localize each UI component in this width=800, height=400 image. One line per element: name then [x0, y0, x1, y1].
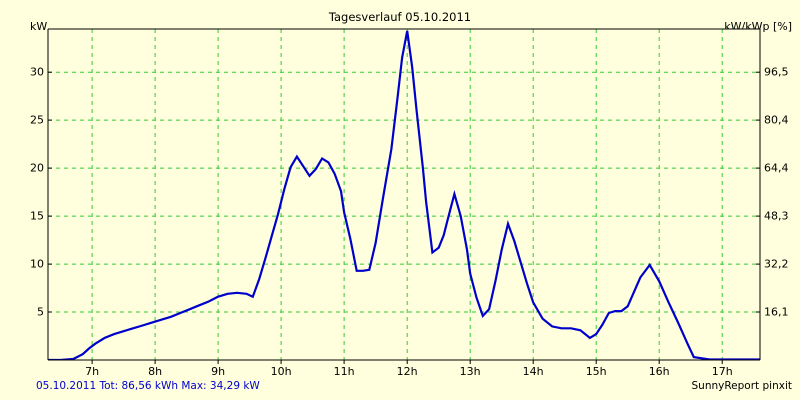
- y-axis-left-tick-label: 30: [30, 65, 44, 79]
- y-axis-label-right: kW/kWp [%]: [724, 20, 792, 33]
- y-axis-left: 5 10 15 20 25 30: [0, 0, 48, 400]
- y-axis-right-tick-label: 48,3: [764, 209, 789, 223]
- y-axis-right-tick-label: 32,2: [764, 257, 789, 271]
- x-axis-tick-label: 13h: [459, 365, 481, 378]
- x-axis-tick-label: 11h: [333, 365, 355, 378]
- x-axis-tick-label: 17h: [711, 365, 733, 378]
- y-axis-right-tick-label: 16,1: [764, 305, 789, 319]
- y-axis-left-tick-label: 25: [30, 113, 44, 127]
- footer-attribution: SunnyReport pinxit: [691, 379, 792, 392]
- chart-title: Tagesverlauf 05.10.2011: [328, 10, 472, 24]
- tick-marks: [48, 71, 760, 364]
- plot-frame: [47, 28, 761, 361]
- y-axis-left-tick-label: 5: [37, 305, 44, 319]
- y-axis-left-tick-label: 10: [30, 257, 44, 271]
- x-axis-tick-label: 12h: [396, 365, 418, 378]
- x-axis-tick-label: 15h: [585, 365, 607, 378]
- y-axis-right-tick-label: 64,4: [764, 161, 789, 175]
- x-axis: 7h 8h 9h 10h 11h 12h 13h 14h 15h 16h 17h: [0, 361, 800, 381]
- plot-background: [48, 29, 760, 360]
- y-axis-right: 16,1 32,2 48,3 64,4 80,4 96,5: [760, 0, 800, 400]
- grid-lines: [48, 29, 760, 360]
- x-axis-tick-label: 16h: [648, 365, 670, 378]
- x-axis-tick-label: 7h: [85, 365, 100, 378]
- y-axis-right-tick-label: 80,4: [764, 113, 789, 127]
- x-axis-tick-label: 8h: [148, 365, 163, 378]
- y-axis-right-tick-label: 96,5: [764, 65, 789, 79]
- x-axis-tick-label: 10h: [270, 365, 292, 378]
- data-series-line: [48, 30, 760, 360]
- x-axis-tick-label: 9h: [211, 365, 226, 378]
- y-axis-label-left: kW: [30, 20, 48, 33]
- x-axis-tick-label: 14h: [522, 365, 544, 378]
- footer-summary: 05.10.2011 Tot: 86,56 kWh Max: 34,29 kW: [36, 379, 260, 392]
- y-axis-left-tick-label: 20: [30, 161, 44, 175]
- y-axis-left-tick-label: 15: [30, 209, 44, 223]
